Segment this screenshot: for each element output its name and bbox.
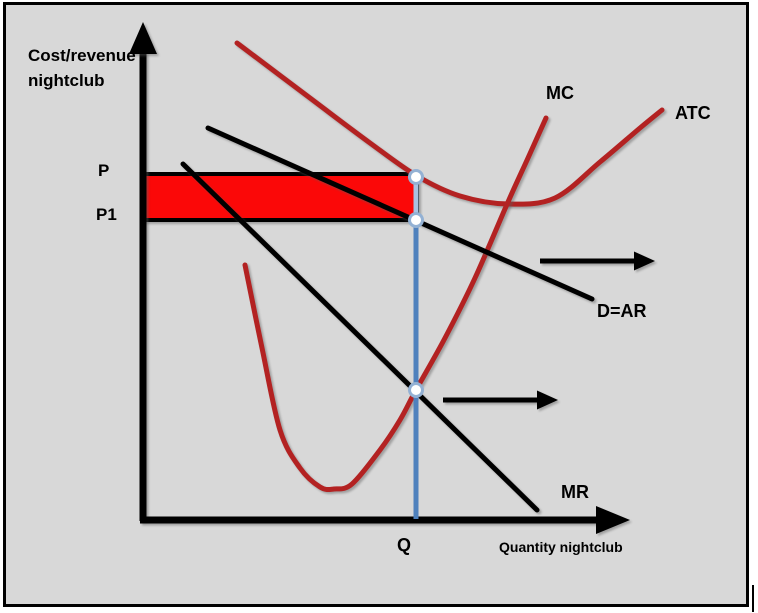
atc-at-q-point (408, 169, 424, 185)
atc-curve-label: ATC (675, 103, 711, 123)
mc-curve-label: MC (546, 83, 574, 103)
x-axis-label: Quantity nightclub (499, 539, 623, 555)
y-axis-label-line2: nightclub (28, 71, 105, 90)
mr-line (180, 161, 540, 513)
text-cursor-artifact (752, 585, 754, 612)
price-p-label: P (98, 161, 110, 180)
mr-shift-arrow-head-icon (537, 390, 558, 410)
mc-curve (242, 115, 549, 493)
atc-curve (234, 40, 665, 207)
x-axis-arrowhead-icon (596, 506, 630, 534)
mc-equals-mr-point (408, 382, 424, 398)
quantity-q-label: Q (397, 535, 412, 555)
d-ar-line-label: D=AR (597, 301, 647, 321)
diagram-frame (3, 2, 749, 607)
demand-at-q-point (408, 212, 424, 228)
mr-line-label: MR (561, 482, 589, 502)
loss-rectangle (142, 172, 419, 222)
price-p1-label: P1 (96, 205, 117, 224)
demand-shift-arrow-head-icon (634, 251, 655, 271)
demand-line (205, 125, 595, 302)
y-axis-arrowhead-icon (129, 22, 157, 54)
y-axis-label-line1: Cost/revenue (28, 46, 136, 65)
